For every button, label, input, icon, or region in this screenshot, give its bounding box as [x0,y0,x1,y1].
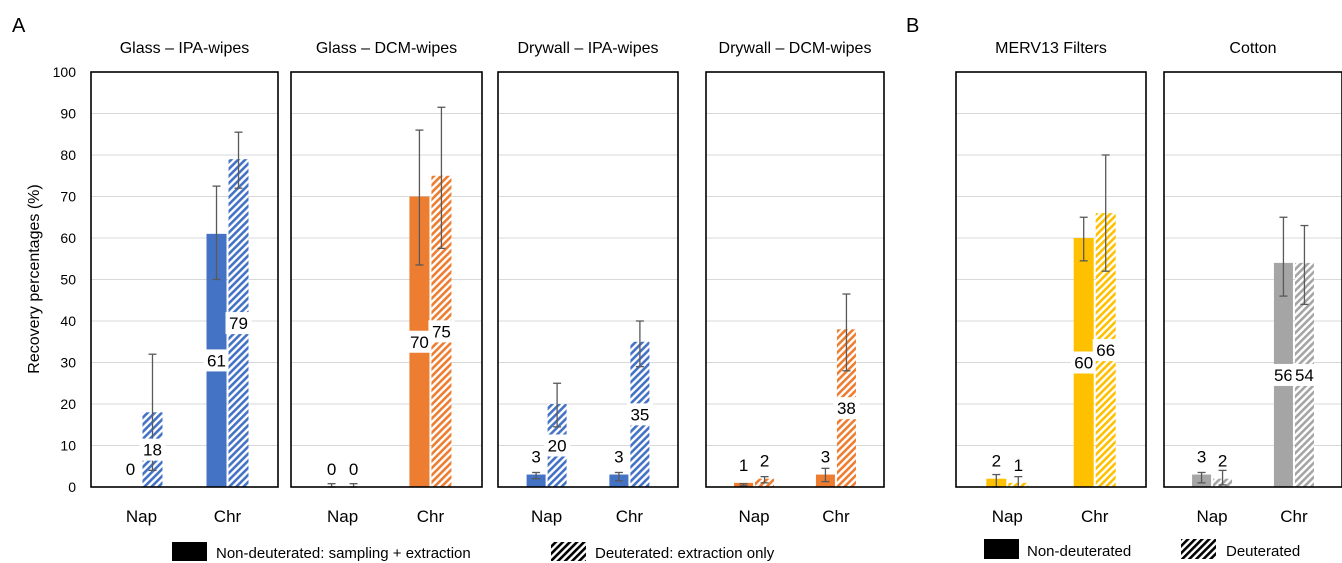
subplot-frame [705,71,885,488]
data-label: 3 [614,448,623,467]
data-label: 3 [1197,448,1206,467]
data-label: 3 [531,448,540,467]
data-label: 18 [143,441,162,460]
category-label: Chr [214,507,242,526]
data-label: 2 [760,452,769,471]
category-label: Chr [616,507,644,526]
data-label-bg [1270,363,1297,386]
data-label: 66 [1096,341,1115,360]
y-tick-label: 0 [68,479,76,495]
subplot-title: Glass – DCM-wipes [316,40,457,57]
subplot-title: Glass – IPA-wipes [120,40,250,57]
legend-b-solid-label: Non-deuterated [1027,543,1131,560]
subplot-title: MERV13 Filters [995,40,1107,57]
subplot-frame [497,71,679,488]
data-label: 1 [739,456,748,475]
data-label: 2 [1218,452,1227,471]
data-label: 54 [1295,366,1314,385]
legend-a-solid-swatch [172,542,207,561]
y-tick-label: 100 [53,64,77,80]
data-label-bg [544,434,571,457]
panel-letter-b: B [906,15,919,37]
subplot-frame [955,71,1147,488]
data-label-bg [1070,351,1097,374]
data-label: 2 [992,452,1001,471]
legend-a-hatched-label: Deuterated: extraction only [595,545,775,562]
category-label: Nap [327,507,358,526]
bar-nap-non-deuterated [526,474,546,487]
y-tick-label: 80 [60,147,76,163]
category-label: Chr [417,507,445,526]
category-label: Nap [126,507,157,526]
subplot-frame [290,71,483,488]
data-label-bg [1291,363,1318,386]
y-axis-label: Recovery percentages (%) [26,184,43,373]
subplot-title: Drywall – IPA-wipes [517,40,658,57]
data-label-bg [428,320,455,343]
data-label: 1 [1014,456,1023,475]
data-label-bg [225,312,252,335]
data-label: 0 [327,460,336,479]
y-tick-label: 10 [60,438,76,454]
data-label: 38 [837,399,856,418]
data-label: 60 [1074,354,1093,373]
legend-b-hatched-label: Deuterated [1226,543,1300,560]
subplot-4: Drywall – DCM-wipes 1 2 Nap 3 38 Chr [705,40,885,526]
y-tick-label: 40 [60,313,76,329]
legend-a-solid-label: Non-deuterated: sampling + extraction [216,545,471,562]
category-label: Chr [822,507,850,526]
y-tick-label: 20 [60,396,76,412]
panel-letter-a: A [12,15,26,37]
data-label-bg [406,330,433,353]
data-label: 0 [349,460,358,479]
data-label: 3 [821,448,830,467]
subplot-frame [1163,71,1342,488]
data-label-bg [203,349,230,372]
legend-b: Non-deuterated Deuterated [984,539,1300,560]
legend-a-hatched-swatch [551,542,586,561]
category-label: Nap [1196,507,1227,526]
data-label: 20 [548,437,567,456]
y-tick-label: 60 [60,230,76,246]
data-label: 79 [229,314,248,333]
subplot-6: Cotton 3 2 Nap 56 54 Chr [1163,40,1342,526]
legend-b-solid-swatch [984,539,1019,559]
y-tick-label: 70 [60,189,76,205]
y-tick-label: 90 [60,106,76,122]
y-tick-label: 50 [60,272,76,288]
data-label-bg [1092,339,1119,362]
category-label: Chr [1081,507,1109,526]
subplot-frame [90,71,279,488]
legend-a: Non-deuterated: sampling + extraction De… [172,542,775,562]
data-label: 75 [432,322,451,341]
legend-b-hatched-swatch [1181,539,1216,559]
data-label: 70 [410,333,429,352]
data-label: 0 [126,460,135,479]
y-tick-label: 30 [60,355,76,371]
subplot-title: Drywall – DCM-wipes [719,40,872,57]
data-label: 61 [207,351,226,370]
data-label: 35 [630,405,649,424]
data-label-bg [833,397,860,420]
subplot-3: Drywall – IPA-wipes 3 20 Nap 3 35 Chr [497,40,679,526]
data-label: 56 [1274,366,1293,385]
category-label: Nap [738,507,769,526]
subplot-title: Cotton [1229,40,1276,57]
category-label: Nap [992,507,1023,526]
category-label: Chr [1280,507,1308,526]
data-label-bg [139,438,166,461]
data-label-bg [626,403,653,426]
category-label: Nap [531,507,562,526]
